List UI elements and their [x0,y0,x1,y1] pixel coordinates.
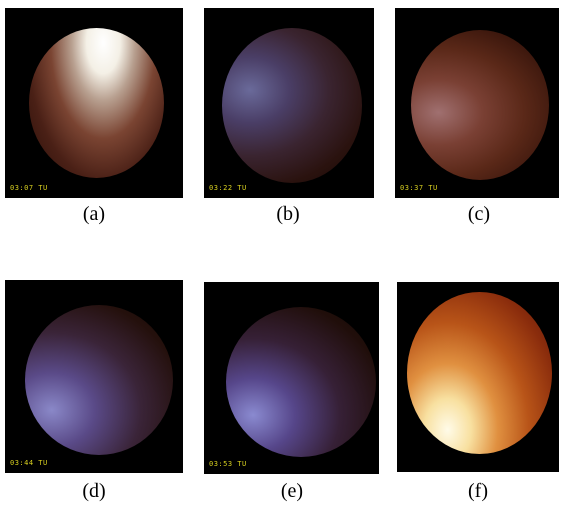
panel-label: (f) [468,480,488,502]
moon [222,28,362,183]
moon [29,28,164,178]
image-panel: 03:44 TU [5,280,183,473]
moon [226,307,376,457]
timestamp: 03:37 TU [400,184,438,192]
timestamp: 03:44 TU [10,459,48,467]
timestamp: 03:22 TU [209,184,247,192]
moon [411,30,549,180]
image-panel: 03:37 TU [395,8,559,198]
timestamp: 03:07 TU [10,184,48,192]
panel-label: (c) [467,203,491,225]
image-panel: 03:07 TU [5,8,183,198]
timestamp: 03:53 TU [209,460,247,468]
panel-label: (a) [82,203,106,225]
image-panel: 03:53 TU [204,282,379,474]
moon [407,292,552,454]
panel-label: (e) [280,480,304,502]
image-panel: 03:22 TU [204,8,374,198]
panel-label: (b) [276,203,300,225]
moon [25,305,173,455]
panel-label: (d) [82,480,106,502]
image-panel [397,282,559,472]
